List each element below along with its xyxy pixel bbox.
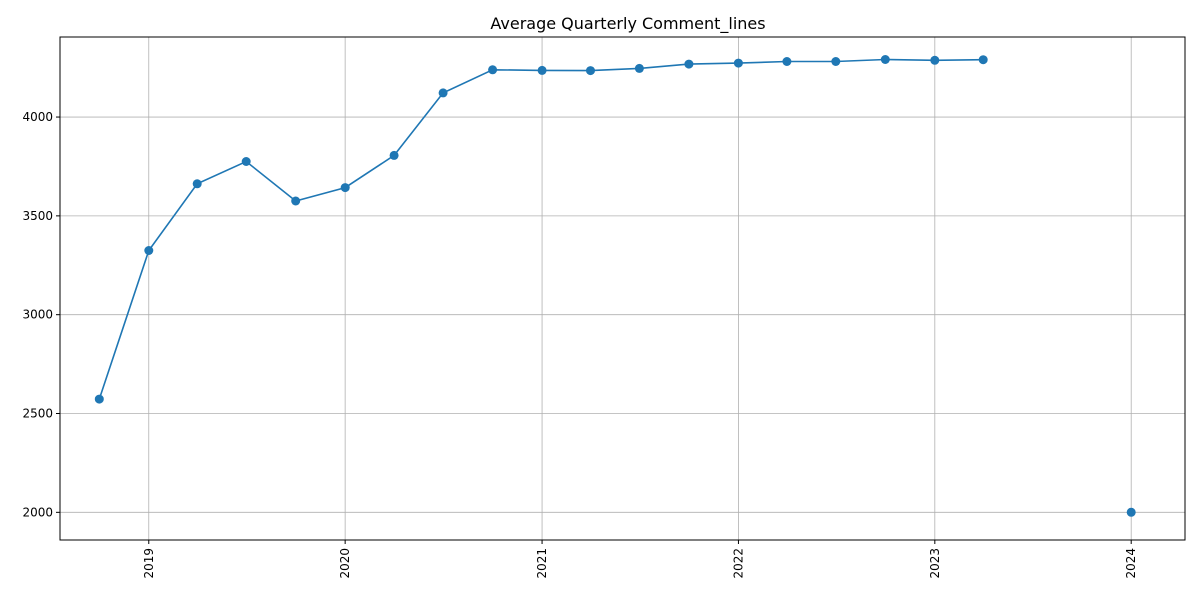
data-point <box>340 183 350 193</box>
data-point <box>488 65 498 75</box>
data-point <box>733 58 743 68</box>
x-tick-label: 2019 <box>142 548 156 579</box>
data-point <box>438 88 448 98</box>
x-tick-label: 2020 <box>338 548 352 579</box>
data-point <box>880 55 890 64</box>
plot-frame <box>59 36 1186 541</box>
x-tick-label: 2024 <box>1124 548 1138 579</box>
y-tick-label: 3000 <box>22 308 53 322</box>
data-point <box>586 66 595 76</box>
chart-title: Average Quarterly Comment_lines <box>490 14 765 34</box>
data-point <box>144 246 154 255</box>
grid <box>60 37 1185 540</box>
data-point <box>978 55 988 65</box>
series-layer <box>94 55 1136 517</box>
y-tick-label: 3500 <box>22 209 53 223</box>
data-point <box>537 65 547 75</box>
data-point <box>241 157 251 166</box>
data-point <box>684 59 694 69</box>
data-point <box>1126 507 1136 517</box>
data-point <box>831 57 841 66</box>
y-tick-label: 2000 <box>22 505 53 519</box>
data-point <box>782 57 792 66</box>
data-point <box>94 394 104 404</box>
data-point <box>389 150 399 160</box>
data-point <box>634 63 644 73</box>
y-tick-label: 2500 <box>22 407 53 421</box>
axes: 2019 2020 2021 2022 2023 2024 2000 2500 3000 3500… <box>22 110 1138 579</box>
data-point <box>291 196 301 206</box>
data-point <box>192 179 202 189</box>
data-point <box>930 55 940 65</box>
x-tick-label: 2021 <box>535 548 549 579</box>
y-tick-label: 4000 <box>22 110 53 124</box>
x-tick-label: 2023 <box>928 548 942 579</box>
x-tick-label: 2022 <box>731 548 745 579</box>
